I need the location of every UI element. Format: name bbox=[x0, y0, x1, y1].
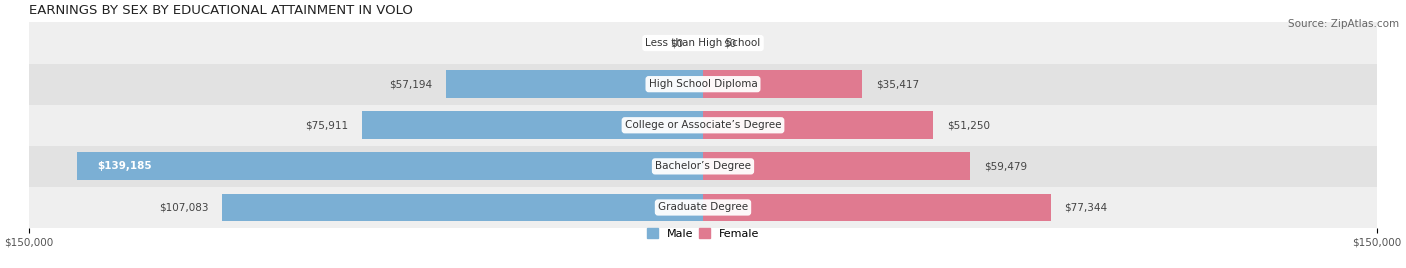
Text: $51,250: $51,250 bbox=[946, 120, 990, 130]
Bar bbox=[28, 187, 1378, 228]
Bar bbox=[222, 193, 703, 221]
Text: Graduate Degree: Graduate Degree bbox=[658, 203, 748, 213]
Bar bbox=[28, 146, 1378, 187]
Text: $0: $0 bbox=[723, 38, 737, 48]
Text: $139,185: $139,185 bbox=[97, 161, 152, 171]
Bar bbox=[703, 193, 1050, 221]
Text: Source: ZipAtlas.com: Source: ZipAtlas.com bbox=[1288, 19, 1399, 29]
Text: Less than High School: Less than High School bbox=[645, 38, 761, 48]
Text: $0: $0 bbox=[669, 38, 683, 48]
Bar bbox=[28, 105, 1378, 146]
Text: $107,083: $107,083 bbox=[159, 203, 208, 213]
Text: $57,194: $57,194 bbox=[389, 79, 433, 89]
Text: $75,911: $75,911 bbox=[305, 120, 349, 130]
Text: EARNINGS BY SEX BY EDUCATIONAL ATTAINMENT IN VOLO: EARNINGS BY SEX BY EDUCATIONAL ATTAINMEN… bbox=[28, 4, 413, 17]
Text: $59,479: $59,479 bbox=[984, 161, 1026, 171]
Bar bbox=[446, 70, 703, 98]
Text: High School Diploma: High School Diploma bbox=[648, 79, 758, 89]
Bar bbox=[703, 70, 862, 98]
Bar bbox=[28, 23, 1378, 64]
Bar bbox=[361, 111, 703, 139]
Text: Bachelor’s Degree: Bachelor’s Degree bbox=[655, 161, 751, 171]
Text: College or Associate’s Degree: College or Associate’s Degree bbox=[624, 120, 782, 130]
Text: $77,344: $77,344 bbox=[1064, 203, 1108, 213]
Legend: Male, Female: Male, Female bbox=[647, 228, 759, 239]
Bar bbox=[77, 152, 703, 180]
Bar bbox=[703, 111, 934, 139]
Text: $35,417: $35,417 bbox=[876, 79, 918, 89]
Bar bbox=[703, 152, 970, 180]
Bar bbox=[28, 64, 1378, 105]
